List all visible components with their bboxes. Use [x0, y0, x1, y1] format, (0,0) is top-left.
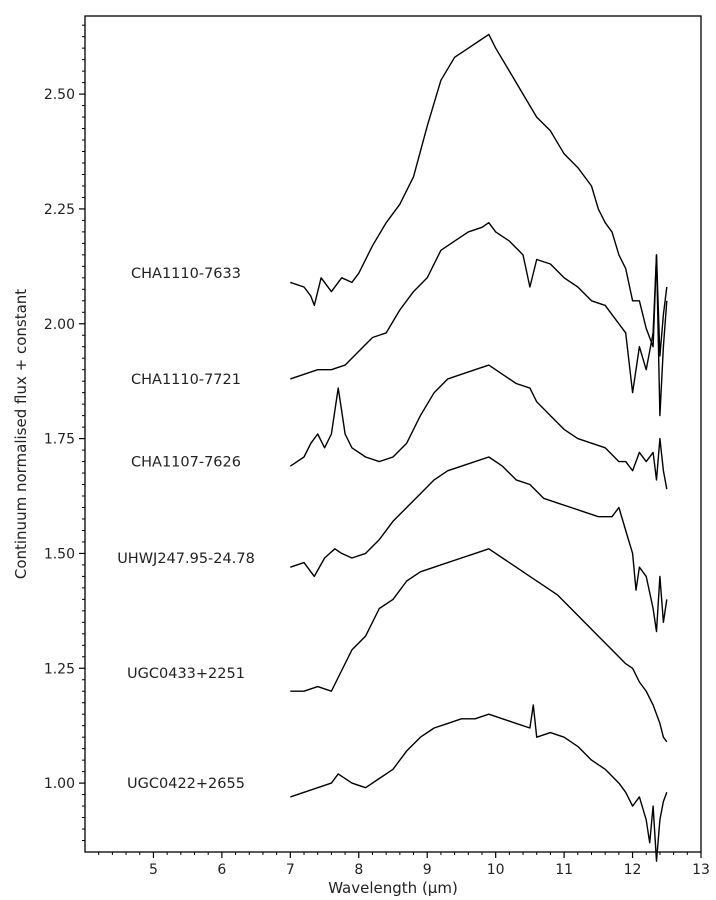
- series-labels: CHA1110-7633 CHA1110-7721 CHA1107-7626 UHWJ…: [117, 266, 255, 792]
- y-tick-label: 1.50: [44, 546, 75, 562]
- y-tick-label: 2.00: [44, 317, 75, 333]
- series-label: UGC0433+2251: [127, 666, 245, 682]
- x-tick-label: 9: [423, 862, 432, 878]
- series-line: [290, 33, 668, 357]
- y-axis: 1.00 1.25 1.50 1.75 2.00 2.25 2.50: [44, 24, 85, 842]
- x-tick-label: 5: [149, 862, 158, 878]
- x-axis: 5 6 7 8 9 10 11 12 13: [98, 852, 710, 878]
- y-tick-label: 1.25: [44, 661, 75, 677]
- x-tick-label: 13: [692, 862, 710, 878]
- series-label: CHA1110-7633: [131, 266, 241, 282]
- x-tick-label: 8: [354, 862, 363, 878]
- series-line: [290, 222, 668, 417]
- x-tick-label: 12: [624, 862, 642, 878]
- y-tick-label: 2.25: [44, 202, 75, 218]
- x-tick-label: 7: [286, 862, 295, 878]
- x-tick-label: 6: [217, 862, 226, 878]
- series-label: CHA1110-7721: [131, 372, 241, 388]
- plot-frame: [84, 15, 702, 853]
- series-line: [289, 364, 668, 490]
- x-axis-label: Wavelength (µm): [328, 879, 458, 897]
- y-tick-label: 1.75: [44, 432, 75, 448]
- y-axis-label: Continuum normalised flux + constant: [12, 289, 30, 579]
- series-line: [290, 456, 668, 633]
- series-label: UHWJ247.95-24.78: [117, 551, 255, 567]
- series-label: CHA1107-7626: [131, 455, 241, 471]
- series-label: UGC0422+2655: [127, 776, 245, 792]
- series-line: [290, 704, 668, 862]
- y-tick-label: 2.50: [44, 87, 75, 103]
- x-tick-label: 11: [555, 862, 573, 878]
- y-tick-label: 1.00: [44, 776, 75, 792]
- spectra-series: [289, 33, 668, 862]
- series-line: [290, 548, 668, 743]
- x-tick-label: 10: [487, 862, 505, 878]
